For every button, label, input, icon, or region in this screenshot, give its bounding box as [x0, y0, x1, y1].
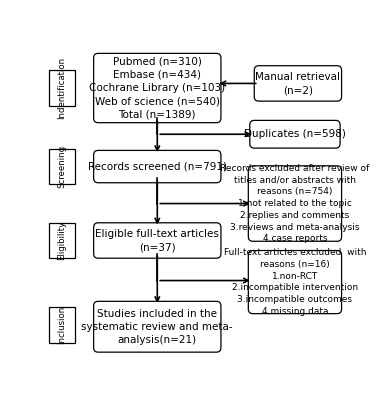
Text: Eligible full-text articles
(n=37): Eligible full-text articles (n=37) [96, 229, 219, 252]
Text: Records screened (n=791): Records screened (n=791) [88, 162, 227, 172]
FancyBboxPatch shape [94, 53, 221, 123]
FancyBboxPatch shape [254, 66, 342, 101]
Bar [49, 223, 74, 258]
Bar [49, 308, 74, 343]
FancyBboxPatch shape [94, 150, 221, 183]
Text: Full-text articles excluded  with
reasons (n=16)
1.non-RCT
2.incompatible interv: Full-text articles excluded with reasons… [224, 248, 366, 316]
FancyBboxPatch shape [248, 250, 342, 314]
FancyBboxPatch shape [248, 166, 342, 241]
FancyBboxPatch shape [94, 223, 221, 258]
Text: Indentification: Indentification [57, 57, 66, 119]
Text: Records excluded after review of
titles and/or abstracts with
reasons (n=754)
1.: Records excluded after review of titles … [220, 164, 369, 244]
Bar [49, 70, 74, 106]
Text: Duplicates (n=598): Duplicates (n=598) [244, 129, 346, 139]
Text: Eligibility: Eligibility [57, 221, 66, 260]
FancyBboxPatch shape [94, 301, 221, 352]
FancyBboxPatch shape [250, 120, 340, 148]
Text: Manual retrieval
(n=2): Manual retrieval (n=2) [256, 72, 340, 95]
Text: Studies included in the
systematic review and meta-
analysis(n=21): Studies included in the systematic revie… [81, 308, 233, 345]
Text: Screening: Screening [57, 145, 66, 188]
Text: Inclusion: Inclusion [57, 306, 66, 344]
Text: Pubmed (n=310)
Embase (n=434)
Cochrane Library (n=103)
Web of science (n=540)
To: Pubmed (n=310) Embase (n=434) Cochrane L… [89, 57, 225, 120]
Bar [49, 149, 74, 184]
